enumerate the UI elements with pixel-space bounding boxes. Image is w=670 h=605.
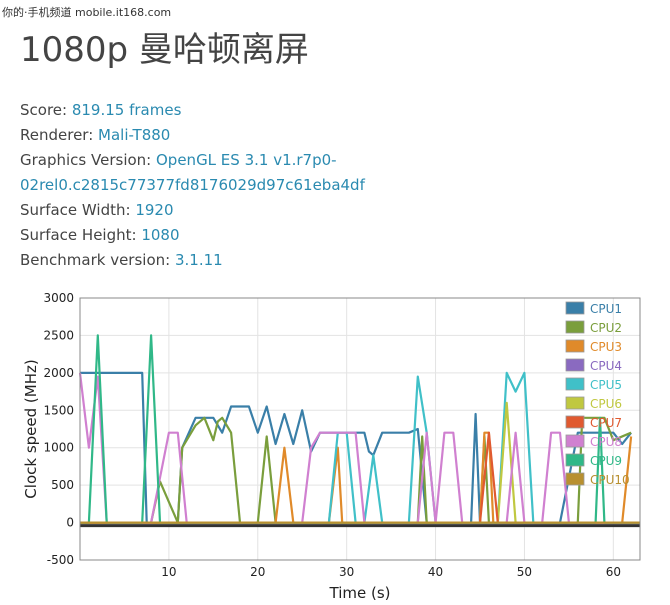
- y-tick-label: 500: [51, 478, 74, 492]
- renderer-value: Mali-T880: [98, 126, 171, 144]
- legend-label-cpu8: CPU8: [590, 435, 622, 449]
- legend-label-cpu6: CPU6: [590, 397, 622, 411]
- legend-label-cpu2: CPU2: [590, 321, 622, 335]
- legend-label-cpu9: CPU9: [590, 454, 622, 468]
- legend-label-cpu10: CPU10: [590, 473, 630, 487]
- legend-swatch-cpu10: [565, 472, 585, 486]
- surface-height-label: Surface Height:: [20, 226, 142, 244]
- surface-height-row: Surface Height: 1080: [20, 223, 660, 248]
- graphics-version-value-line1: OpenGL ES 3.1 v1.r7p0-: [156, 151, 337, 169]
- y-tick-label: 1000: [43, 441, 74, 455]
- surface-width-value: 1920: [135, 201, 174, 219]
- y-tick-label: 0: [66, 516, 74, 530]
- benchmark-version-value: 3.1.11: [174, 251, 223, 269]
- x-tick-label: 20: [250, 565, 265, 579]
- watermark: 你的·手机频道 mobile.it168.com: [2, 6, 172, 19]
- benchmark-version-row: Benchmark version: 3.1.11: [20, 248, 660, 273]
- benchmark-info: Score: 819.15 frames Renderer: Mali-T880…: [20, 98, 660, 273]
- y-axis-label: Clock speed (MHz): [22, 359, 40, 498]
- graphics-version-value-line2: 02rel0.c2815c77377fd8176029d97c61eba4df: [20, 176, 365, 194]
- legend-swatch-cpu4: [565, 358, 585, 372]
- page-title: 1080p 曼哈顿离屏: [20, 30, 309, 70]
- y-tick-label: 1500: [43, 403, 74, 417]
- x-tick-label: 30: [339, 565, 354, 579]
- x-tick-label: 10: [161, 565, 176, 579]
- x-tick-label: 60: [606, 565, 621, 579]
- y-tick-label: -500: [47, 553, 74, 567]
- x-tick-label: 50: [517, 565, 532, 579]
- legend-swatch-cpu9: [565, 453, 585, 467]
- y-tick-label: 3000: [43, 291, 74, 305]
- score-label: Score:: [20, 101, 72, 119]
- legend-swatch-cpu2: [565, 320, 585, 334]
- legend-label-cpu5: CPU5: [590, 378, 622, 392]
- surface-height-value: 1080: [141, 226, 180, 244]
- renderer-row: Renderer: Mali-T880: [20, 123, 660, 148]
- legend-swatch-cpu5: [565, 377, 585, 391]
- surface-width-label: Surface Width:: [20, 201, 136, 219]
- legend-swatch-cpu8: [565, 434, 585, 448]
- legend-swatch-cpu3: [565, 339, 585, 353]
- surface-width-row: Surface Width: 1920: [20, 198, 660, 223]
- x-tick-label: 40: [428, 565, 443, 579]
- legend-label-cpu3: CPU3: [590, 340, 622, 354]
- series-line-cpu9: [80, 334, 640, 524]
- legend-label-cpu1: CPU1: [590, 302, 622, 316]
- legend-swatch-cpu7: [565, 415, 585, 429]
- y-tick-label: 2500: [43, 328, 74, 342]
- graphics-version-label: Graphics Version:: [20, 151, 156, 169]
- legend-swatch-cpu6: [565, 396, 585, 410]
- score-value: 819.15 frames: [71, 101, 182, 119]
- benchmark-version-label: Benchmark version:: [20, 251, 175, 269]
- score-row: Score: 819.15 frames: [20, 98, 660, 123]
- legend-label-cpu4: CPU4: [590, 359, 622, 373]
- renderer-label: Renderer:: [20, 126, 99, 144]
- clock-speed-chart: -500 0 500 1000 1500 2000 2500 3000 10 20 30 40 50 60…: [22, 291, 641, 602]
- legend-label-cpu7: CPU7: [590, 416, 622, 430]
- legend-swatch-cpu1: [565, 301, 585, 315]
- plot-border: [79, 297, 641, 561]
- graphics-version-row: Graphics Version: OpenGL ES 3.1 v1.r7p0-…: [20, 148, 660, 198]
- plot-area: [79, 297, 641, 561]
- y-tick-label: 2000: [43, 366, 74, 380]
- x-axis-label: Time (s): [329, 584, 391, 602]
